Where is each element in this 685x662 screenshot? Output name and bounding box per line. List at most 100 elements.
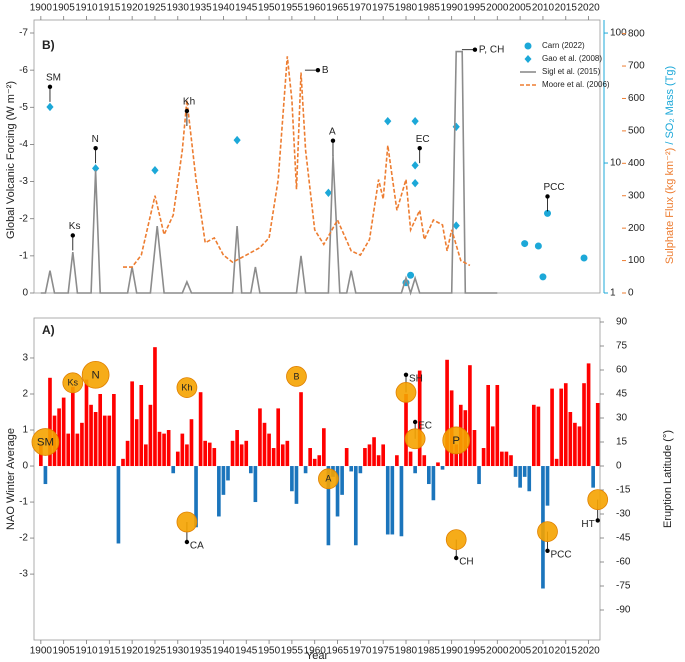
bar — [563, 383, 568, 467]
legend-label: Moore et al. (2006) — [542, 80, 610, 89]
data-point — [544, 209, 552, 217]
x-tick-label: 1930 — [167, 646, 190, 657]
x-tick-label: 1960 — [304, 3, 327, 14]
y2-tick-label: 300 — [628, 190, 645, 201]
bar — [144, 444, 148, 467]
data-point — [411, 161, 419, 170]
data-point — [534, 242, 542, 250]
data-point — [233, 135, 241, 145]
bar — [130, 381, 134, 467]
bar — [472, 430, 477, 467]
bar — [107, 415, 112, 467]
data-point — [411, 116, 419, 126]
pin-point — [545, 548, 550, 553]
y-tick-label: 3 — [22, 353, 28, 364]
bar — [139, 384, 144, 467]
eruption-label: P — [452, 435, 460, 447]
bar — [48, 377, 52, 467]
bar — [422, 455, 427, 467]
y-tick-label: -1 — [19, 250, 28, 261]
bar — [267, 433, 271, 467]
x-tick-label: 1920 — [121, 3, 144, 14]
bar — [504, 451, 509, 467]
bar — [116, 466, 121, 544]
eruption-label: Kh — [181, 382, 192, 392]
eruption — [176, 377, 198, 398]
x-tick-label: 1935 — [189, 646, 212, 657]
bar — [312, 458, 317, 467]
bar — [408, 451, 413, 467]
y2-axis-title: Eruption Latitude (°) — [662, 430, 674, 528]
bar — [80, 422, 84, 467]
x-tick-label: 1975 — [372, 646, 395, 657]
y2-tick-label: 100 — [628, 255, 645, 266]
bar — [43, 466, 48, 485]
pin-point — [595, 518, 600, 523]
annotation-label: P, CH — [479, 44, 504, 55]
x-tick-label: 1980 — [395, 646, 418, 657]
eruption — [318, 468, 339, 490]
bar — [595, 403, 600, 467]
y-tick-label: 0 — [22, 288, 28, 299]
bar — [153, 347, 157, 467]
bar — [477, 466, 481, 485]
x-tick-label: 2010 — [532, 3, 555, 14]
bar — [376, 455, 381, 467]
x-axis-title: Year — [306, 650, 329, 662]
eruption — [81, 360, 110, 389]
x-tick-label: 1935 — [189, 3, 212, 14]
y2-tick-label: 45 — [616, 389, 628, 400]
y-tick-label: -2 — [19, 533, 28, 544]
y2-tick-label: -15 — [616, 485, 631, 496]
y2-tick-label: -90 — [616, 605, 631, 616]
bar — [294, 466, 299, 504]
x-tick-label: 2005 — [509, 646, 532, 657]
y2-tick-label: 500 — [628, 126, 645, 137]
bar — [427, 466, 431, 485]
x-tick-label: 2020 — [577, 3, 600, 14]
bar — [194, 466, 198, 528]
pin-point — [454, 555, 459, 561]
panel-a-frame — [33, 317, 601, 641]
x-tick-label: 1960 — [304, 646, 327, 657]
bar — [66, 433, 71, 467]
x-tick-label: 1970 — [349, 646, 372, 657]
eruption-label: Ks — [68, 378, 79, 388]
x-tick-label: 1995 — [463, 646, 486, 657]
bar — [586, 363, 591, 467]
x-tick-label: 2000 — [486, 646, 509, 657]
y-tick-label: -4 — [19, 139, 28, 150]
bar — [180, 433, 185, 467]
bar — [495, 384, 500, 467]
data-point — [324, 188, 333, 198]
bar — [262, 422, 267, 467]
eruption — [587, 489, 609, 510]
bar — [317, 455, 322, 467]
x-tick-label: 1910 — [75, 646, 98, 657]
x-tick-label: 1970 — [349, 3, 372, 14]
eruption-label: HT — [581, 519, 594, 530]
bar — [253, 466, 258, 503]
eruption-label: A — [325, 474, 331, 484]
bar — [303, 466, 308, 474]
annotation-label: PCC — [544, 182, 565, 193]
bar — [440, 466, 445, 470]
bar — [417, 370, 422, 467]
y2-tick-label: -60 — [616, 557, 631, 568]
y2-tick-label: -30 — [616, 509, 631, 520]
bar — [404, 393, 408, 467]
bar — [436, 462, 440, 467]
bar — [536, 406, 541, 467]
y3-tick-label: 1 — [610, 288, 616, 299]
bar — [372, 437, 376, 467]
y2-tick-label: -45 — [616, 533, 631, 544]
bar — [322, 428, 326, 467]
y-tick-label: -1 — [19, 497, 28, 508]
y2-tick-label: 800 — [628, 28, 645, 39]
series-line — [40, 50, 498, 296]
eruption — [31, 428, 60, 456]
x-tick-label: 1985 — [418, 3, 441, 14]
x-tick-label: 1940 — [212, 3, 235, 14]
